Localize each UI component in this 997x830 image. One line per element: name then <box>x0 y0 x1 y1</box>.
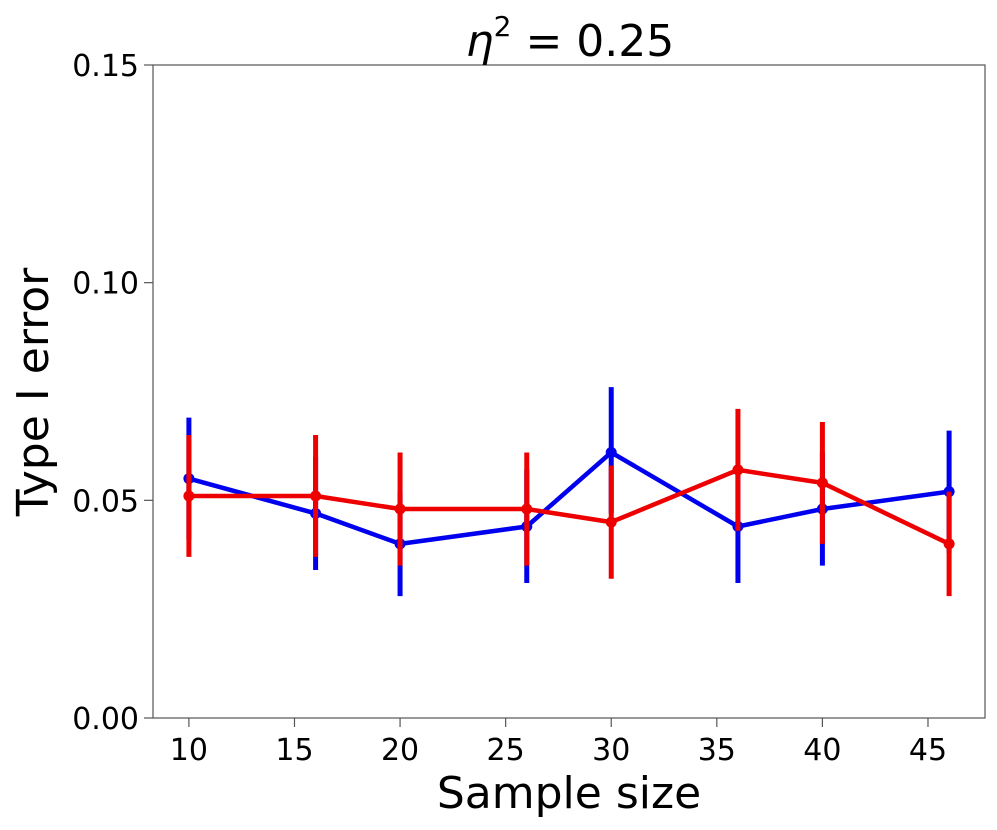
data-point <box>943 538 955 550</box>
chart-title-symbol: η <box>466 16 494 67</box>
x-tick-label: 45 <box>909 733 947 768</box>
data-point <box>394 503 406 515</box>
data-point <box>605 516 617 528</box>
data-point <box>310 490 322 502</box>
series-line <box>188 467 951 546</box>
series-red <box>183 408 955 597</box>
y-tick-label: 0.15 <box>72 49 139 84</box>
x-axis: 10 15 20 25 30 35 40 45 <box>170 718 947 768</box>
chart-title-exponent: 2 <box>494 10 512 43</box>
x-tick-label: 10 <box>170 733 208 768</box>
y-tick-label: 0.05 <box>72 484 139 519</box>
y-axis-label: Type I error <box>8 267 59 517</box>
y-tick-label: 0.00 <box>72 702 139 737</box>
data-point <box>816 477 828 489</box>
x-tick-label: 25 <box>487 733 525 768</box>
data-point <box>521 503 533 515</box>
data-point <box>605 446 617 458</box>
chart-title-value: = 0.25 <box>511 16 674 67</box>
x-tick-label: 35 <box>698 733 736 768</box>
x-tick-label: 40 <box>803 733 841 768</box>
y-axis: 0.00 0.05 0.10 0.15 <box>72 49 153 737</box>
x-tick-label: 30 <box>592 733 630 768</box>
series-line <box>188 450 950 547</box>
series-layer <box>183 387 955 597</box>
x-axis-label: Sample size <box>437 768 701 819</box>
chart-title: η2 = 0.25 <box>466 10 675 67</box>
data-point <box>732 464 744 476</box>
plot-frame <box>152 64 986 719</box>
x-tick-label: 15 <box>275 733 313 768</box>
y-tick-label: 0.10 <box>72 267 139 302</box>
data-point <box>183 490 195 502</box>
x-tick-label: 20 <box>381 733 419 768</box>
